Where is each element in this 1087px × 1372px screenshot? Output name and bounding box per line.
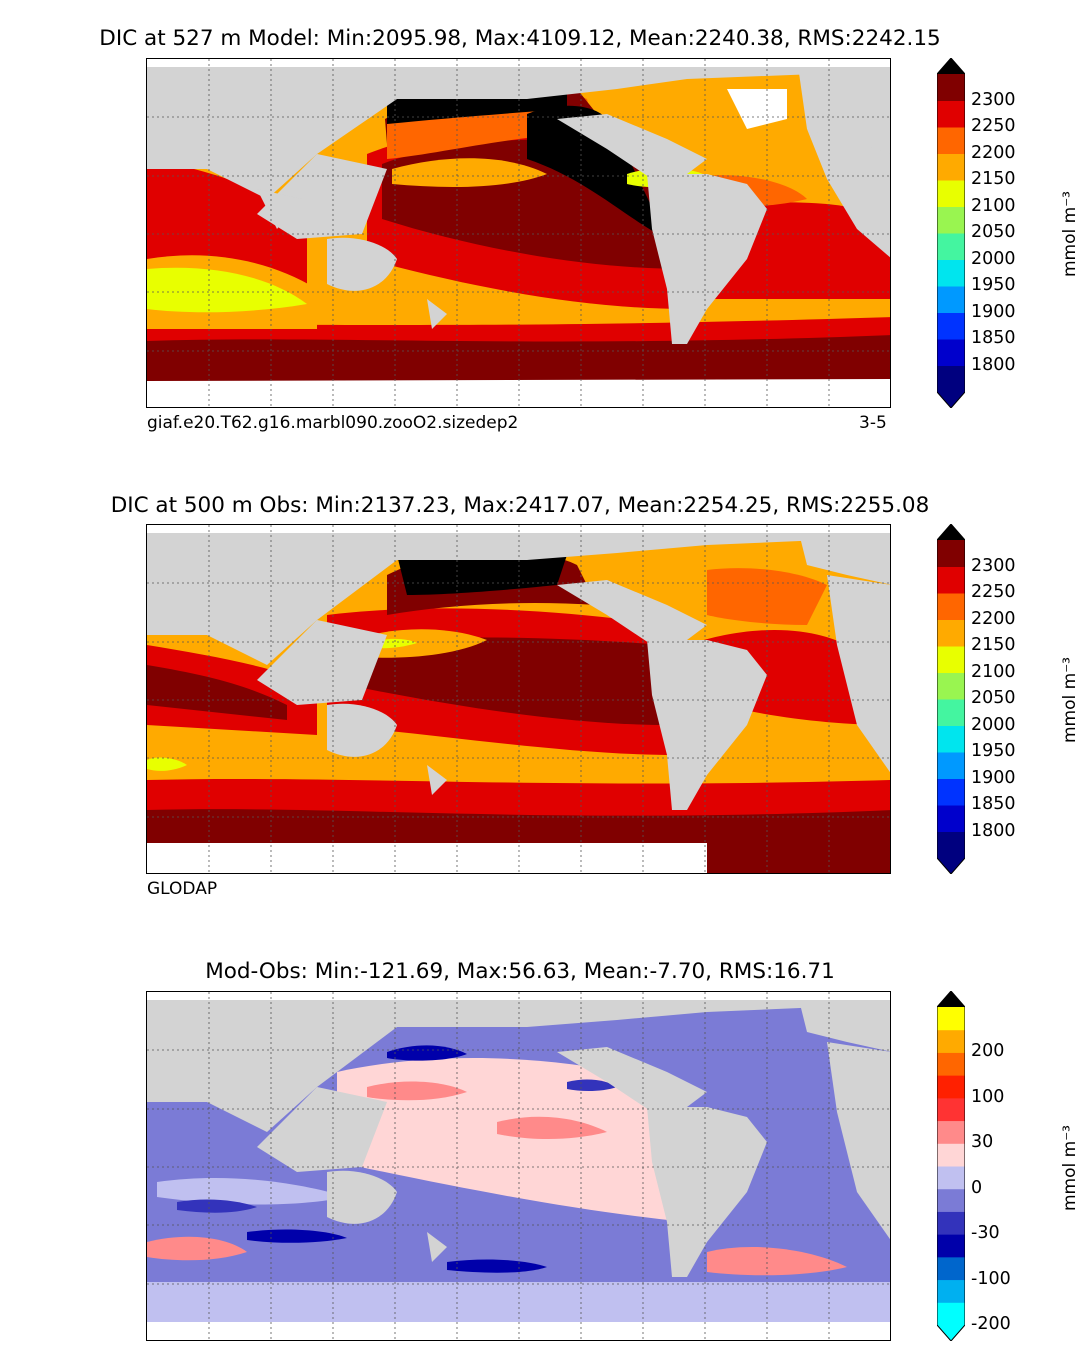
colorbar-segment — [937, 339, 965, 366]
colorbar-segment — [937, 1188, 965, 1212]
colorbar-tick-label: 1950 — [971, 741, 1016, 761]
panel1-map — [146, 58, 891, 408]
colorbar-segment — [937, 1075, 965, 1099]
colorbar-segment — [937, 725, 965, 753]
colorbar-tick-label: 1950 — [971, 275, 1016, 295]
colorbar-segment — [937, 672, 965, 700]
panel2-colorbar — [936, 523, 966, 875]
colorbar-extend-high — [937, 524, 965, 540]
colorbar-tick-label: 1900 — [971, 767, 1016, 788]
colorbar-segment — [937, 540, 965, 567]
colorbar-svg — [936, 523, 966, 875]
panel2-map — [146, 524, 891, 874]
colorbar-segment — [937, 286, 965, 313]
colorbar-tick-label: 30 — [971, 1132, 994, 1153]
colorbar-segment — [937, 752, 965, 779]
colorbar-extend-low — [937, 392, 965, 408]
colorbar-segment — [937, 1052, 965, 1076]
colorbar-segment — [937, 74, 965, 101]
colorbar-segment — [937, 1029, 965, 1053]
colorbar-tick-label: 100 — [971, 1086, 1005, 1107]
panel2-title: DIC at 500 m Obs: Min:2137.23, Max:2417.… — [110, 493, 930, 518]
colorbar-segment — [937, 153, 965, 181]
colorbar-segment — [937, 365, 965, 393]
colorbar-tick-label: 1850 — [971, 328, 1016, 348]
colorbar-tick-label: 2150 — [971, 169, 1016, 189]
colorbar-tick-label: 2050 — [971, 222, 1016, 242]
colorbar-segment — [937, 619, 965, 647]
colorbar-segment — [937, 1302, 965, 1326]
colorbar-extend-low — [937, 1325, 965, 1341]
colorbar-segment — [937, 805, 965, 832]
colorbar-tick-label: -100 — [971, 1268, 1011, 1289]
colorbar-tick-label: 2050 — [971, 688, 1016, 708]
colorbar-tick-label: 2000 — [971, 248, 1016, 269]
colorbar-extend-high — [937, 991, 965, 1007]
panel1-footer-left: giaf.e20.T62.g16.marbl090.zooO2.sizedep2 — [147, 413, 519, 433]
colorbar-tick-label: 2300 — [971, 89, 1016, 110]
colorbar-svg — [936, 57, 966, 409]
colorbar-tick-label: 1850 — [971, 794, 1016, 814]
colorbar-segment — [937, 1166, 965, 1190]
panel3-colorbar — [936, 990, 966, 1342]
colorbar-tick-label: 2200 — [971, 142, 1016, 163]
colorbar-segment — [937, 1120, 965, 1144]
colorbar-tick-label: 2300 — [971, 555, 1016, 576]
colorbar-segment — [937, 566, 965, 594]
colorbar-tick-label: 2250 — [971, 116, 1016, 136]
colorbar-segment — [937, 127, 965, 154]
colorbar-tick-label: 1800 — [971, 354, 1016, 375]
panel3-units: mmol m⁻³ — [1060, 1125, 1080, 1211]
colorbar-tick-label: 1900 — [971, 301, 1016, 322]
colorbar-tick-label: 2100 — [971, 195, 1016, 216]
colorbar-segment — [937, 206, 965, 234]
colorbar-segment — [937, 1234, 965, 1258]
colorbar-segment — [937, 593, 965, 620]
colorbar-extend-low — [937, 858, 965, 874]
colorbar-segment — [937, 646, 965, 673]
colorbar-segment — [937, 831, 965, 859]
colorbar-tick-label: -200 — [971, 1314, 1011, 1334]
colorbar-segment — [937, 699, 965, 726]
colorbar-tick-label: 0 — [971, 1177, 983, 1198]
colorbar-segment — [937, 1256, 965, 1281]
colorbar-tick-label: 2250 — [971, 582, 1016, 602]
colorbar-segment — [937, 778, 965, 806]
colorbar-segment — [937, 1211, 965, 1235]
panel2-units: mmol m⁻³ — [1060, 657, 1080, 743]
colorbar-segment — [937, 312, 965, 340]
colorbar-segment — [937, 1143, 965, 1167]
colorbar-tick-label: 2200 — [971, 608, 1016, 629]
colorbar-tick-label: 1800 — [971, 820, 1016, 841]
colorbar-svg — [936, 990, 966, 1342]
panel3-map — [146, 991, 891, 1341]
colorbar-segment — [937, 1097, 965, 1122]
panel2-footer-left: GLODAP — [147, 879, 218, 899]
panel1-footer-right: 3-5 — [859, 413, 887, 433]
colorbar-segment — [937, 259, 965, 287]
colorbar-tick-label: 200 — [971, 1041, 1005, 1062]
panel3-title: Mod-Obs: Min:-121.69, Max:56.63, Mean:-7… — [205, 959, 835, 984]
colorbar-segment — [937, 180, 965, 207]
panel1-units: mmol m⁻³ — [1060, 191, 1080, 277]
panel1-colorbar — [936, 57, 966, 409]
colorbar-extend-high — [937, 58, 965, 74]
panel1-title: DIC at 527 m Model: Min:2095.98, Max:410… — [99, 26, 941, 51]
colorbar-tick-label: 2100 — [971, 661, 1016, 682]
colorbar-segment — [937, 1279, 965, 1303]
colorbar-tick-label: 2000 — [971, 714, 1016, 735]
colorbar-tick-label: 2150 — [971, 635, 1016, 655]
colorbar-tick-label: -30 — [971, 1223, 1000, 1244]
colorbar-segment — [937, 233, 965, 260]
colorbar-segment — [937, 1007, 965, 1031]
colorbar-segment — [937, 100, 965, 128]
